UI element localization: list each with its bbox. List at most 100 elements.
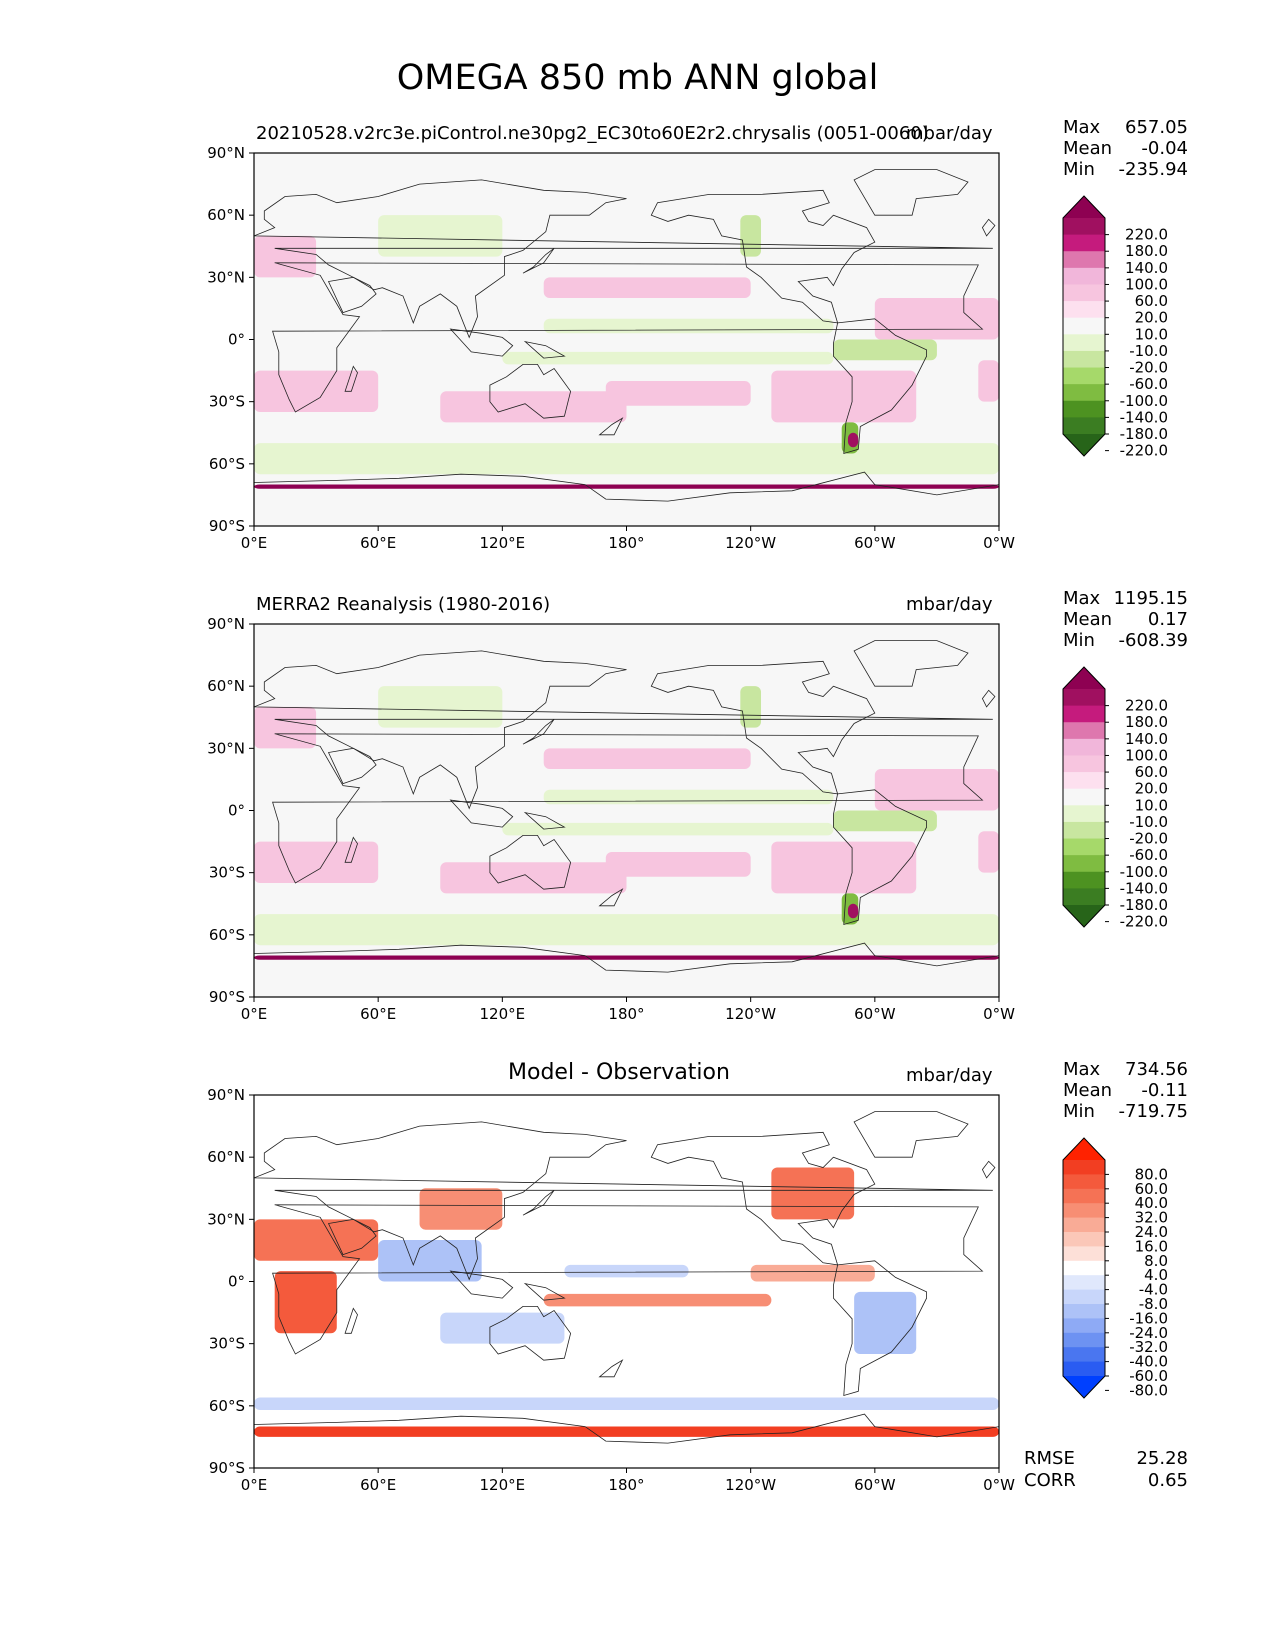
panel-1-stats: Max 657.05 Mean -0.04 Min -235.94 [1063, 117, 1188, 180]
stat-max-value: 1195.15 [1113, 588, 1188, 609]
panel-2-units: mbar/day [906, 594, 993, 615]
field-patch [605, 851, 751, 877]
lat-tick-label: 90°S [209, 988, 245, 1006]
coastline-japan [522, 247, 555, 274]
coastline-japan [522, 718, 555, 745]
lat-tick-label: 30°N [207, 1210, 245, 1228]
colorbar-tick-label: 20.0 [1135, 309, 1168, 327]
colorbar-3: 80.060.040.032.024.016.08.04.0-4.0-8.0-1… [1062, 1137, 1168, 1399]
colorbar-segment [1063, 400, 1105, 418]
stat-min-value: -608.39 [1118, 630, 1188, 651]
colorbar-segment [1063, 755, 1105, 773]
colorbar-segment [1063, 1318, 1105, 1334]
colorbar-tick-label: 16.0 [1135, 1237, 1168, 1255]
lat-tick-label: 90°N [207, 615, 245, 633]
colorbar-segment [1063, 350, 1105, 369]
field-patch [378, 215, 503, 257]
colorbar-segment [1063, 218, 1105, 236]
field-patch [543, 748, 751, 770]
stat-mean-label: Mean [1063, 609, 1113, 630]
stat-max-label: Max [1063, 117, 1101, 138]
colorbar-segment [1063, 317, 1105, 335]
lat-tick-label: 30°S [209, 1335, 245, 1353]
colorbar-extend-min [1063, 905, 1105, 927]
lon-tick-label: 0°W [983, 534, 1015, 552]
colorbar-tick-label: -16.0 [1129, 1309, 1168, 1327]
colorbar-1: 220.0180.0140.0100.060.020.010.0-10.0-20… [1062, 195, 1168, 460]
lon-tick-label: 60°E [360, 1476, 396, 1494]
colorbar-tick-label: 140.0 [1125, 730, 1168, 748]
map-panel-2 [254, 624, 999, 997]
colorbar-segment [1063, 722, 1105, 740]
stat-max-value: 657.05 [1125, 117, 1188, 138]
colorbar-tick-label: -180.0 [1120, 425, 1168, 443]
coastline-australia [489, 364, 572, 419]
panel-2-stats: Max 1195.15 Mean 0.17 Min -608.39 [1063, 588, 1188, 651]
colorbar-tick-label: 8.0 [1144, 1252, 1168, 1270]
colorbar-2: 220.0180.0140.0100.060.020.010.0-10.0-20… [1062, 666, 1168, 931]
field-patch [854, 1291, 917, 1355]
lat-tick-label: 60°S [209, 926, 245, 944]
field-patch [543, 1293, 772, 1307]
stat-min-label: Min [1063, 1101, 1095, 1122]
lon-tick-label: 0°W [983, 1476, 1015, 1494]
field-patch [254, 841, 379, 884]
lat-tick-label: 0° [228, 802, 245, 820]
corr-label: CORR [1024, 1470, 1076, 1491]
colorbar-extend-max [1063, 196, 1105, 218]
colorbar-tick-label: -60.0 [1129, 846, 1168, 864]
field-patch [771, 841, 917, 894]
lat-tick-label: 60°N [207, 677, 245, 695]
coastline-northamerica [650, 189, 876, 324]
colorbar-segment [1063, 1188, 1105, 1204]
coastline-nz [598, 888, 624, 907]
coastline-madagascar [344, 365, 358, 392]
field-patch [543, 789, 834, 805]
coastline-indonesia [449, 1270, 514, 1299]
colorbar-segment [1063, 821, 1105, 840]
coastline-northamerica [650, 660, 876, 795]
field-patch [605, 380, 751, 406]
colorbar-tick-label: -140.0 [1120, 879, 1168, 897]
colorbar-segment [1063, 1304, 1105, 1319]
colorbar-segment [1063, 1246, 1105, 1262]
colorbar-segment [1063, 855, 1105, 873]
coastline-africa [272, 733, 984, 884]
field-patch [254, 1095, 999, 1468]
rmse-value: 25.28 [1136, 1448, 1188, 1469]
lon-tick-label: 0°W [983, 1005, 1015, 1023]
field-patch [833, 339, 937, 361]
field-patch [254, 1426, 999, 1437]
lon-tick-label: 180° [608, 1476, 644, 1494]
field-patch [254, 235, 317, 278]
coastline-nz [598, 417, 624, 436]
colorbar-tick-label: -100.0 [1120, 392, 1168, 410]
field-patch [254, 443, 999, 475]
lon-tick-label: 60°W [854, 1005, 896, 1023]
colorbar-segment [1063, 267, 1105, 285]
stat-mean-label: Mean [1063, 138, 1113, 159]
map-panel-3 [254, 1095, 999, 1468]
panel-1-units: mbar/day [906, 123, 993, 144]
colorbar-segment [1063, 1174, 1105, 1190]
lat-tick-label: 30°S [209, 864, 245, 882]
lon-tick-label: 0°E [241, 1476, 268, 1494]
coastline-southamerica [833, 318, 927, 455]
field-patch [502, 822, 834, 836]
colorbar-tick-label: -180.0 [1120, 896, 1168, 914]
colorbar-segment [1063, 1275, 1105, 1291]
colorbar-segment [1063, 1332, 1105, 1348]
colorbar-tick-label: -220.0 [1120, 442, 1168, 460]
coastline-arabia [327, 276, 377, 314]
panel-3-stats: Max 734.56 Mean -0.11 Min -719.75 [1063, 1059, 1188, 1122]
field-patch [440, 391, 627, 423]
field-patch [564, 1264, 689, 1278]
colorbar-tick-label: -10.0 [1129, 813, 1168, 831]
lon-tick-label: 60°E [360, 534, 396, 552]
coastline-newguinea [523, 340, 566, 359]
colorbar-tick-label: -40.0 [1129, 1353, 1168, 1371]
field-patch [740, 215, 762, 257]
coastline-eurasia [254, 1121, 993, 1281]
field-patch [502, 351, 834, 365]
